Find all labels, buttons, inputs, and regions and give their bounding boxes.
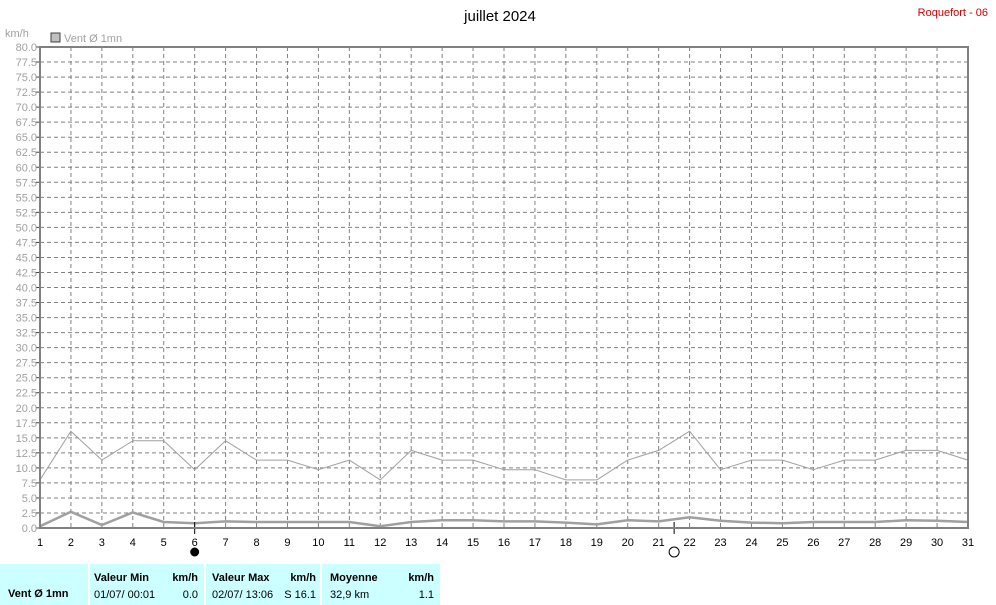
y-tick-label: 62.5: [16, 147, 37, 159]
x-tick-label: 30: [931, 537, 943, 549]
y-tick-label: 17.5: [16, 418, 37, 430]
x-tick-label: 6: [192, 537, 198, 549]
x-tick-label: 26: [807, 537, 819, 549]
max-value: S 16.1: [284, 589, 316, 601]
x-tick-label: 10: [312, 537, 324, 549]
y-tick-label: 70.0: [16, 102, 37, 114]
legend-swatch: [50, 32, 61, 43]
y-tick-label: 67.5: [16, 117, 37, 129]
x-tick-label: 4: [130, 537, 136, 549]
x-tick-label: 20: [622, 537, 634, 549]
series-line-max: [39, 430, 969, 481]
y-tick-label: 35.0: [16, 313, 37, 325]
y-tick-label: 65.0: [16, 132, 37, 144]
y-tick-label: 75.0: [16, 72, 37, 84]
y-tick-label: 77.5: [16, 57, 37, 69]
y-tick-label: 37.5: [16, 298, 37, 310]
x-tick-label: 12: [374, 537, 386, 549]
y-tick-label: 42.5: [16, 267, 37, 279]
x-tick-label: 14: [436, 537, 448, 549]
x-tick-label: 16: [498, 537, 510, 549]
full-moon-icon: [668, 546, 680, 558]
summary-series-label: Vent Ø 1mn: [8, 588, 69, 600]
grid: [40, 47, 968, 528]
plot-frame: [39, 46, 969, 529]
x-tick-label: 3: [99, 537, 105, 549]
min-header: Valeur Min: [94, 572, 150, 584]
chart-title: juillet 2024: [463, 8, 536, 25]
max-header: Valeur Max: [212, 572, 270, 584]
y-tick-label: 60.0: [16, 162, 37, 174]
y-tick-label: 5.0: [22, 493, 37, 505]
max-unit: km/h: [290, 572, 316, 584]
x-tick-label: 17: [529, 537, 541, 549]
min-date: 01/07/ 00:01: [94, 589, 156, 601]
x-axis-ticks: 1 2 3 4 5 6 7 8 9 10 11 12 13 14 15 16 17 18 19 20 21 22 23 24 2…: [37, 537, 974, 549]
x-tick-label: 24: [745, 537, 757, 549]
mean-unit: km/h: [408, 572, 434, 584]
mean-distance: 32,9 km: [330, 589, 370, 601]
y-tick-label: 32.5: [16, 328, 37, 340]
y-axis-ticks: 0.0 2.5 5.0 7.5 10.0 12.5 15.0 17.5 20.0 22.5 25.0…: [16, 42, 40, 535]
y-tick-label: 2.5: [22, 508, 37, 520]
y-tick-label: 25.0: [16, 373, 37, 385]
x-tick-label: 1: [37, 537, 43, 549]
x-tick-label: 2: [68, 537, 74, 549]
summary-footer: Vent Ø 1mn Valeur Min km/h 01/07/ 00:01 …: [0, 564, 996, 605]
y-tick-label: 47.5: [16, 237, 37, 249]
y-tick-label: 52.5: [16, 207, 37, 219]
y-tick-label: 0.0: [22, 523, 37, 535]
summary-series-cell: Vent Ø 1mn: [0, 564, 88, 605]
y-tick-label: 80.0: [16, 42, 37, 54]
x-tick-label: 9: [284, 537, 290, 549]
x-tick-label: 22: [683, 537, 695, 549]
y-tick-label: 50.0: [16, 222, 37, 234]
new-moon-icon: [190, 547, 200, 557]
x-tick-label: 29: [900, 537, 912, 549]
y-tick-label: 27.5: [16, 358, 37, 370]
summary-max-cell: Valeur Max km/h 02/07/ 13:06 S 16.1: [206, 564, 320, 605]
y-tick-label: 7.5: [22, 478, 37, 490]
y-tick-label: 55.0: [16, 192, 37, 204]
x-tick-label: 21: [653, 537, 665, 549]
x-tick-label: 11: [344, 537, 355, 549]
station-label: Roquefort - 06: [918, 7, 988, 19]
max-date: 02/07/ 13:06: [212, 589, 274, 601]
y-tick-label: 72.5: [16, 87, 37, 99]
x-tick-label: 19: [591, 537, 603, 549]
x-tick-label: 23: [714, 537, 726, 549]
y-tick-label: 57.5: [16, 177, 37, 189]
y-tick-label: 45.0: [16, 252, 37, 264]
y-axis-unit: km/h: [5, 28, 29, 40]
summary-mean-cell: Moyenne km/h 32,9 km 1.1: [322, 564, 440, 605]
x-tick-label: 27: [838, 537, 850, 549]
legend-label: Vent Ø 1mn: [64, 33, 122, 45]
y-tick-label: 20.0: [16, 403, 37, 415]
mean-value: 1.1: [418, 589, 434, 601]
min-unit: km/h: [172, 572, 198, 584]
x-tick-label: 8: [253, 537, 259, 549]
x-tick-label: 13: [405, 537, 417, 549]
x-tick-label: 25: [776, 537, 788, 549]
y-tick-label: 30.0: [16, 343, 37, 355]
y-tick-label: 22.5: [16, 388, 37, 400]
x-tick-label: 7: [223, 537, 229, 549]
x-tick-label: 5: [161, 537, 167, 549]
x-tick-label: 28: [869, 537, 881, 549]
y-tick-label: 12.5: [16, 448, 37, 460]
min-value: 0.0: [182, 589, 198, 601]
x-tick-label: 15: [467, 537, 479, 549]
y-tick-label: 15.0: [16, 433, 37, 445]
x-tick-label: 31: [962, 537, 974, 549]
x-tick-label: 18: [560, 537, 572, 549]
mean-header: Moyenne: [330, 572, 378, 584]
y-tick-label: 10.0: [16, 463, 37, 475]
y-tick-label: 40.0: [16, 283, 37, 295]
summary-min-cell: Valeur Min km/h 01/07/ 00:01 0.0: [90, 564, 204, 605]
wind-chart: juillet 2024 Roquefort - 06 km/h Vent Ø …: [5, 7, 988, 558]
